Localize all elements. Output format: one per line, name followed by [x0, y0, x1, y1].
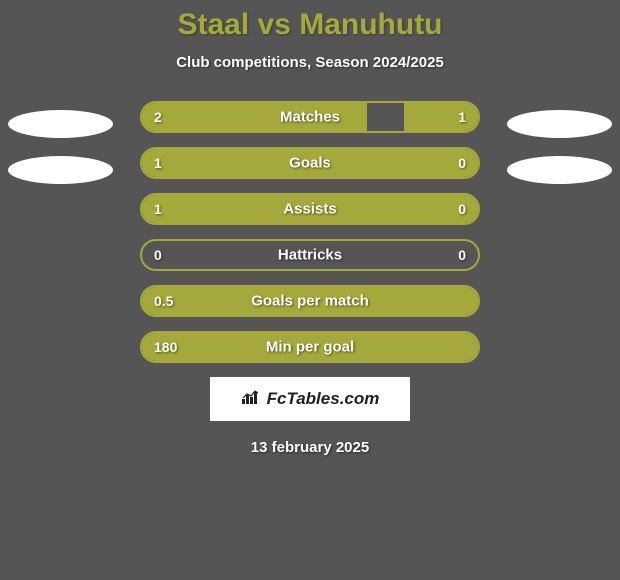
stat-row-matches: 2 Matches 1 [140, 101, 480, 133]
footer-logo: FcTables.com [210, 377, 410, 421]
stat-value-right: 0 [458, 247, 466, 263]
stat-row-goals: 1 Goals 0 [140, 147, 480, 179]
stat-value-left: 1 [154, 201, 162, 217]
stat-row-mpg: 180 Min per goal [140, 331, 480, 363]
stat-label: Goals [289, 155, 331, 172]
subtitle: Club competitions, Season 2024/2025 [0, 54, 620, 71]
stat-value-left: 2 [154, 109, 162, 125]
footer-logo-text: FcTables.com [241, 389, 380, 410]
stat-value-right: 0 [458, 201, 466, 217]
stat-row-gpm: 0.5 Goals per match [140, 285, 480, 317]
player-left-badge-1 [8, 110, 113, 138]
footer-logo-label: FcTables.com [267, 389, 380, 409]
stat-value-left: 180 [154, 339, 177, 355]
comparison-container: Staal vs Manuhutu Club competitions, Sea… [0, 0, 620, 456]
stats-area: 2 Matches 1 1 Goals 0 1 Assists 0 [0, 101, 620, 363]
player-right-badge-1 [507, 110, 612, 138]
stat-label: Goals per match [251, 293, 369, 310]
stat-value-right: 0 [458, 155, 466, 171]
stat-label: Hattricks [278, 247, 342, 264]
player-right-badge-2 [507, 156, 612, 184]
stat-fill-right [404, 103, 478, 131]
footer-date: 13 february 2025 [0, 439, 620, 456]
stat-row-assists: 1 Assists 0 [140, 193, 480, 225]
page-title: Staal vs Manuhutu [0, 8, 620, 42]
stat-fill-left [142, 149, 404, 177]
stat-fill-right [404, 195, 478, 223]
stat-row-hattricks: 0 Hattricks 0 [140, 239, 480, 271]
stat-value-left: 0.5 [154, 293, 173, 309]
stat-rows: 2 Matches 1 1 Goals 0 1 Assists 0 [140, 101, 480, 363]
stat-value-right: 1 [458, 109, 466, 125]
player-left-badge-2 [8, 156, 113, 184]
stat-label: Matches [280, 109, 340, 126]
stat-fill-left [142, 195, 404, 223]
chart-icon [241, 389, 261, 410]
stat-value-left: 0 [154, 247, 162, 263]
stat-label: Min per goal [266, 339, 354, 356]
stat-value-left: 1 [154, 155, 162, 171]
stat-label: Assists [283, 201, 336, 218]
stat-fill-right [404, 149, 478, 177]
